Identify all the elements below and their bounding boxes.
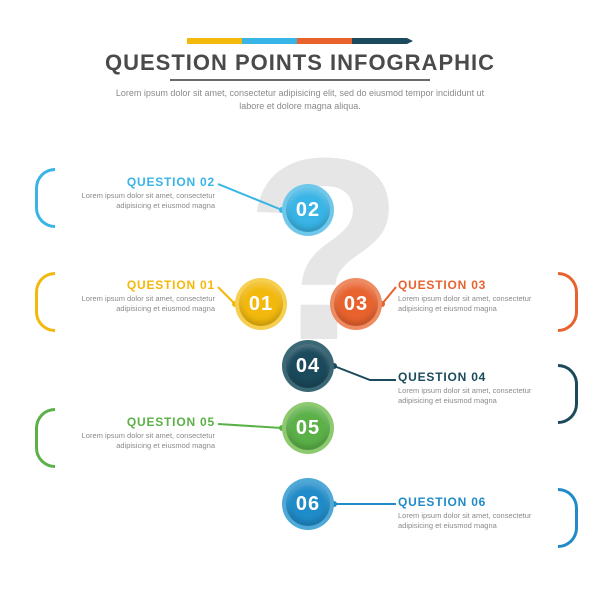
question-title: QUESTION 02 <box>60 175 215 189</box>
question-title: QUESTION 03 <box>398 278 553 292</box>
question-block-4: QUESTION 04 Lorem ipsum dolor sit amet, c… <box>398 370 553 406</box>
bracket-icon <box>558 272 578 332</box>
node-number: 02 <box>286 188 330 232</box>
node-02: 02 <box>282 184 334 236</box>
node-number: 05 <box>286 406 330 450</box>
question-body: Lorem ipsum dolor sit amet, consectetur … <box>60 431 215 451</box>
node-01: 01 <box>235 278 287 330</box>
bracket-icon <box>558 488 578 548</box>
question-block-3: QUESTION 03 Lorem ipsum dolor sit amet, c… <box>398 278 553 314</box>
question-body: Lorem ipsum dolor sit amet, consectetur … <box>60 191 215 211</box>
question-body: Lorem ipsum dolor sit amet, consectetur … <box>60 294 215 314</box>
node-04: 04 <box>282 340 334 392</box>
question-body: Lorem ipsum dolor sit amet, consectetur … <box>398 386 553 406</box>
node-06: 06 <box>282 478 334 530</box>
question-body: Lorem ipsum dolor sit amet, consectetur … <box>398 511 553 531</box>
bracket-icon <box>35 408 55 468</box>
color-bar-segment <box>352 38 407 44</box>
node-number: 03 <box>334 282 378 326</box>
bracket-icon <box>35 272 55 332</box>
color-bar <box>0 38 600 44</box>
node-number: 04 <box>286 344 330 388</box>
question-block-2: QUESTION 02 Lorem ipsum dolor sit amet, c… <box>60 175 215 211</box>
bracket-icon <box>35 168 55 228</box>
question-block-1: QUESTION 01 Lorem ipsum dolor sit amet, c… <box>60 278 215 314</box>
color-bar-segment <box>242 38 297 44</box>
node-number: 01 <box>239 282 283 326</box>
question-title: QUESTION 04 <box>398 370 553 384</box>
node-05: 05 <box>282 402 334 454</box>
question-block-5: QUESTION 05 Lorem ipsum dolor sit amet, c… <box>60 415 215 451</box>
node-number: 06 <box>286 482 330 526</box>
question-title: QUESTION 06 <box>398 495 553 509</box>
color-bar-segment <box>297 38 352 44</box>
question-body: Lorem ipsum dolor sit amet, consectetur … <box>398 294 553 314</box>
question-mark-bg: ? <box>245 120 404 380</box>
color-bar-segment <box>187 38 242 44</box>
question-title: QUESTION 05 <box>60 415 215 429</box>
question-block-6: QUESTION 06 Lorem ipsum dolor sit amet, c… <box>398 495 553 531</box>
question-title: QUESTION 01 <box>60 278 215 292</box>
node-03: 03 <box>330 278 382 330</box>
title-underline <box>170 79 430 81</box>
bracket-icon <box>558 364 578 424</box>
page-title: QUESTION POINTS INFOGRAPHIC <box>0 50 600 76</box>
header: QUESTION POINTS INFOGRAPHIC Lorem ipsum … <box>0 0 600 112</box>
